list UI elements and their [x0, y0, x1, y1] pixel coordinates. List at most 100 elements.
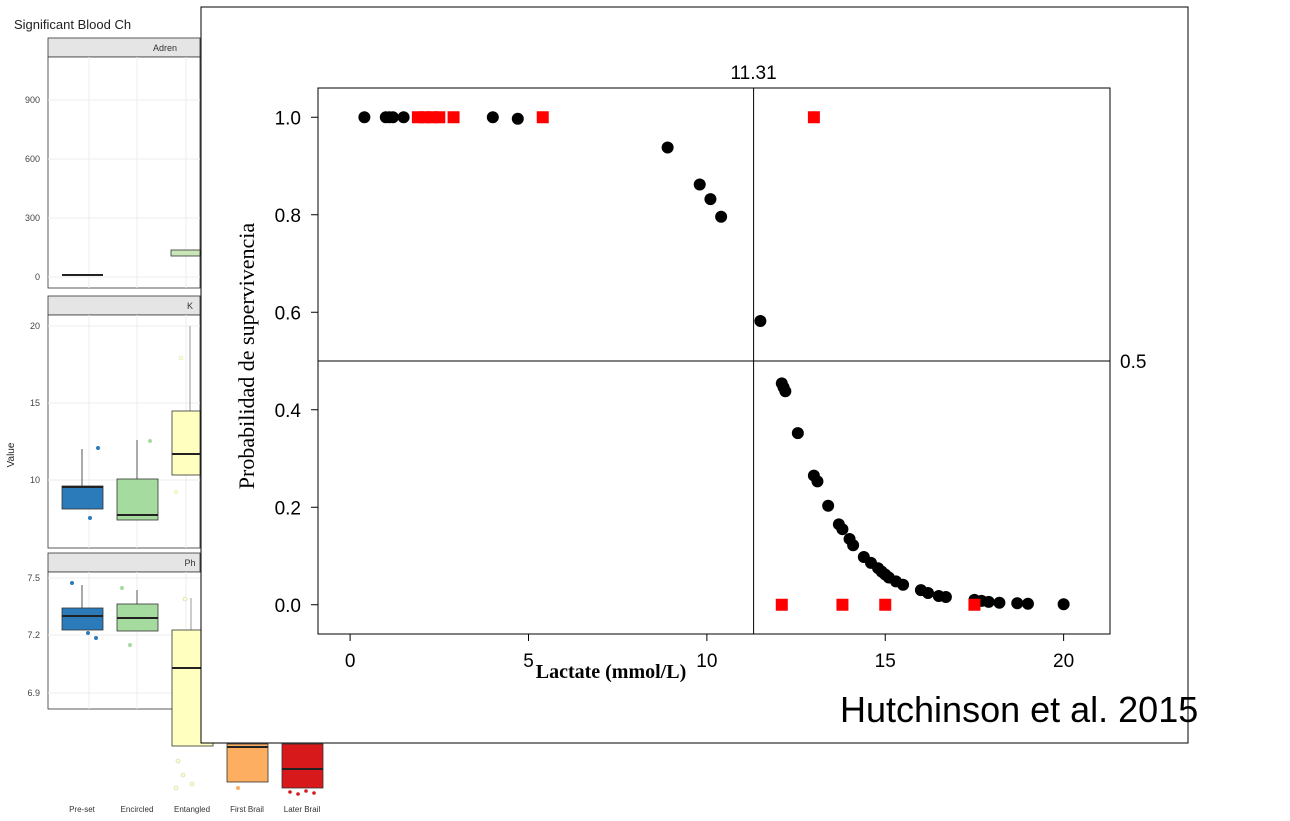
panel-3-point — [173, 785, 179, 791]
vertical-reference-label: 11.31 — [731, 63, 777, 84]
panel-1-tick-label: 0 — [35, 272, 40, 282]
panel-1-tick-label: 900 — [25, 95, 40, 105]
y-tick-label: 0.2 — [275, 498, 301, 519]
data-point-circle — [993, 596, 1006, 609]
panel-3-strip-label: Ph — [184, 558, 195, 568]
panel-3-point — [189, 781, 195, 787]
panel-3-point — [175, 758, 181, 764]
x-tick-label: 20 — [1053, 651, 1074, 672]
panel-3-strip — [47, 552, 201, 573]
panel-3-point — [120, 586, 124, 590]
x-tick-label: 15 — [875, 651, 896, 672]
panel-3-point — [86, 631, 90, 635]
panel-1-tick-label: 300 — [25, 213, 40, 223]
panel-3-point — [94, 636, 98, 640]
data-point-square — [447, 111, 460, 124]
panel-2-point — [173, 489, 179, 495]
data-point-square — [536, 111, 549, 124]
data-point-circle — [661, 141, 674, 154]
horizontal-reference-label: 0.5 — [1120, 352, 1146, 373]
y-axis-label: Probabilidad de supervivencia — [234, 223, 259, 490]
data-point-square — [433, 111, 446, 124]
x-tick-label: 10 — [696, 651, 717, 672]
data-point-square — [807, 111, 820, 124]
data-point-circle — [511, 112, 524, 125]
background-y-axis-label: Value — [6, 442, 17, 467]
data-point-circle — [486, 111, 499, 124]
chart-frame — [200, 6, 1189, 744]
panel-1-box-encircled — [170, 249, 201, 257]
panel-3-point — [312, 791, 316, 795]
panel-2-point — [96, 446, 100, 450]
y-tick-label: 1.0 — [275, 108, 301, 129]
data-points — [358, 111, 1070, 611]
panel-2-point — [148, 439, 152, 443]
panel-3-point — [304, 789, 308, 793]
axes: 0 5 10 15 20 0.0 0.2 0.4 0.6 0.8 1.0 — [275, 108, 1075, 672]
background-category-label: Encircled — [121, 805, 154, 814]
data-point-circle — [836, 523, 849, 536]
panel-3-box-first-brail — [226, 743, 269, 783]
panel-3-point — [182, 596, 188, 602]
data-point-circle — [779, 385, 792, 398]
panel-2-strip — [47, 295, 201, 316]
data-point-circle — [358, 111, 371, 124]
data-point-circle — [1011, 597, 1024, 610]
y-tick-label: 0.8 — [275, 206, 301, 227]
x-axis-label: Lactate (mmol/L) — [536, 661, 687, 683]
data-point-circle — [386, 111, 399, 124]
data-point-square — [775, 598, 788, 611]
data-point-circle — [397, 111, 410, 124]
panel-3-point — [128, 643, 132, 647]
panel-1-strip-label: Adren — [153, 43, 177, 53]
panel-3-tick-label: 7.2 — [27, 630, 40, 640]
data-point-circle — [754, 315, 767, 328]
panel-3-box-preset — [61, 607, 104, 631]
data-point-square — [879, 598, 892, 611]
data-point-square — [968, 598, 981, 611]
panel-2-point — [178, 355, 184, 361]
data-point-circle — [1021, 597, 1034, 610]
data-point-circle — [811, 475, 824, 488]
panel-3-point — [296, 792, 300, 796]
data-point-circle — [693, 178, 706, 191]
panel-2-box-preset — [61, 485, 104, 510]
data-point-circle — [982, 595, 995, 608]
panel-2-box-encircled — [116, 478, 159, 521]
data-point-circle — [939, 590, 952, 603]
panel-2-strip-label: K — [187, 301, 193, 311]
x-tick-label: 5 — [523, 651, 534, 672]
panel-3-point — [180, 772, 186, 778]
panel-3-point — [70, 581, 74, 585]
data-point-circle — [791, 427, 804, 440]
panel-3-box-later-brail — [281, 743, 324, 789]
background-category-label: Later Brail — [284, 805, 321, 814]
panel-2-box-entangled — [171, 410, 201, 476]
data-point-circle — [897, 578, 910, 591]
panel-3-point — [236, 786, 240, 790]
background-figure-title: Significant Blood Ch — [14, 17, 131, 32]
panel-1-strip — [47, 37, 201, 58]
panel-3-tick-label: 7.5 — [27, 573, 40, 583]
data-point-circle — [1057, 598, 1070, 611]
data-point-circle — [822, 499, 835, 512]
panel-1-grid — [48, 57, 200, 288]
data-point-circle — [715, 210, 728, 223]
data-point-circle — [704, 193, 717, 206]
panel-2-point — [88, 516, 92, 520]
panel-3-point — [288, 790, 292, 794]
y-tick-label: 0.4 — [275, 401, 302, 422]
y-tick-label: 0.0 — [275, 596, 301, 617]
citation: Hutchinson et al. 2015 — [840, 689, 1198, 730]
reference-lines: 11.31 0.5 — [318, 63, 1146, 634]
panel-2-tick-label: 20 — [30, 321, 40, 331]
panel-2-tick-label: 10 — [30, 475, 40, 485]
background-category-label: Pre-set — [69, 805, 96, 814]
y-tick-label: 0.6 — [275, 303, 301, 324]
panel-2-tick-label: 15 — [30, 398, 40, 408]
data-point-circle — [922, 587, 935, 600]
panel-3-tick-label: 6.9 — [27, 688, 40, 698]
panel-1-plot — [47, 56, 201, 289]
data-point-circle — [847, 539, 860, 552]
